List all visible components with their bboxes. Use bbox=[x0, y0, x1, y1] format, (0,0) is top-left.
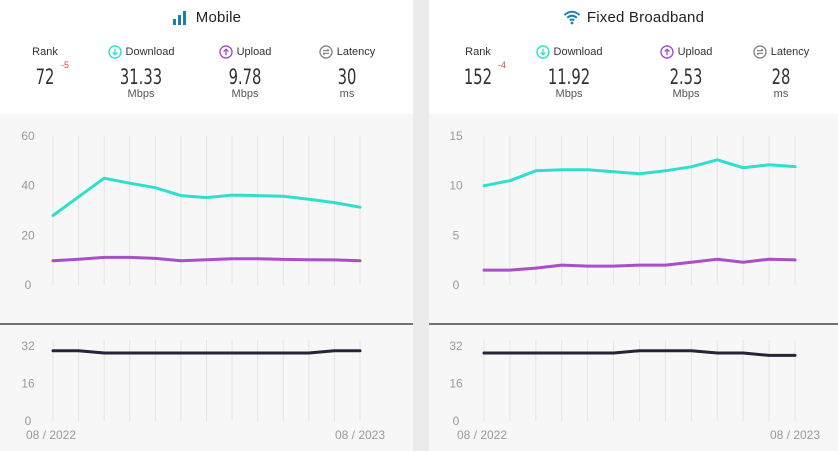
mobile-download-unit: Mbps bbox=[127, 88, 155, 100]
y-tick-label: 0 bbox=[25, 278, 32, 292]
rank-label: Rank bbox=[465, 46, 491, 58]
mobile-rank-change: -5 bbox=[61, 60, 70, 70]
latency-y-tick-label: 0 bbox=[25, 414, 32, 428]
y-tick-label: 15 bbox=[449, 129, 463, 143]
latency-y-tick-label: 32 bbox=[449, 339, 463, 353]
y-tick-label: 5 bbox=[453, 228, 460, 242]
fixed-latency-unit: ms bbox=[773, 88, 789, 100]
mobile-download-stat: Download 31.33 Mbps bbox=[96, 44, 186, 100]
mobile-rank-stat: Rank 72 bbox=[0, 44, 90, 90]
x-start-label: 08 / 2022 bbox=[457, 428, 507, 442]
fixed-broadband-panel: Fixed Broadband Rank 152 -4 Download 11.… bbox=[429, 0, 838, 451]
latency-y-tick-label: 16 bbox=[21, 377, 35, 391]
latency-series-line bbox=[51, 349, 362, 355]
latency-label: Latency bbox=[336, 46, 376, 58]
fixed-broadband-chart: 0 5 10 15 0 16 32 08 / 2022 08 / 2023 bbox=[429, 129, 838, 442]
mobile-title-row: Mobile bbox=[0, 6, 413, 28]
download-label: Download bbox=[553, 46, 603, 58]
fixed-upload-unit: Mbps bbox=[672, 88, 700, 100]
y-tick-label: 10 bbox=[449, 179, 463, 193]
upload-label: Upload bbox=[677, 46, 713, 58]
mobile-latency-value: 30 bbox=[337, 65, 357, 89]
y-tick-label: 0 bbox=[453, 278, 460, 292]
fixed-download-stat: Download 11.92 Mbps bbox=[524, 44, 614, 100]
fixed-chart-area: 0 5 10 15 0 16 32 08 / 2022 08 / 2023 bbox=[429, 114, 838, 451]
fixed-upload-value: 2.53 bbox=[669, 65, 703, 89]
mobile-title: Mobile bbox=[195, 8, 242, 26]
download-series-line bbox=[51, 176, 362, 217]
fixed-upload-stat: Upload 2.53 Mbps bbox=[641, 44, 731, 100]
download-series-line bbox=[482, 158, 797, 188]
latency-arrows-icon bbox=[753, 45, 767, 59]
upload-label: Upload bbox=[236, 46, 272, 58]
x-start-label: 08 / 2022 bbox=[26, 428, 76, 442]
signal-bars-icon bbox=[172, 9, 190, 25]
upload-series-line bbox=[482, 257, 797, 272]
fixed-summary-header: Fixed Broadband Rank 152 -4 Download 11.… bbox=[429, 0, 838, 114]
mobile-summary-header: Mobile Rank 72 -5 Download 31.33 Mbps Up… bbox=[0, 0, 413, 114]
fixed-rank-change: -4 bbox=[498, 60, 507, 70]
download-label: Download bbox=[125, 46, 175, 58]
upload-arrow-icon bbox=[218, 45, 233, 59]
fixed-rank-value: 152 bbox=[463, 65, 493, 89]
fixed-latency-value: 28 bbox=[771, 65, 791, 89]
latency-y-tick-label: 0 bbox=[453, 414, 460, 428]
x-end-label: 08 / 2023 bbox=[770, 428, 820, 442]
upload-arrow-icon bbox=[659, 45, 674, 59]
mobile-chart: 0 20 40 60 0 16 32 08 / 2022 08 / 2023 bbox=[0, 129, 413, 442]
mobile-upload-stat: Upload 9.78 Mbps bbox=[200, 44, 290, 100]
mobile-download-value: 31.33 bbox=[119, 65, 163, 89]
upload-series-line bbox=[51, 255, 362, 263]
latency-y-tick-label: 16 bbox=[449, 377, 463, 391]
fixed-download-unit: Mbps bbox=[555, 88, 583, 100]
latency-arrows-icon bbox=[319, 45, 333, 59]
mobile-latency-unit: ms bbox=[339, 88, 355, 100]
fixed-title-row: Fixed Broadband bbox=[429, 6, 838, 28]
x-end-label: 08 / 2023 bbox=[335, 428, 385, 442]
mobile-upload-value: 9.78 bbox=[228, 65, 262, 89]
y-tick-label: 40 bbox=[21, 179, 35, 193]
latency-y-tick-label: 32 bbox=[21, 339, 35, 353]
latency-series-line bbox=[482, 349, 797, 357]
fixed-rank-stat: Rank 152 bbox=[433, 44, 523, 90]
fixed-latency-stat: Latency 28 ms bbox=[736, 44, 826, 100]
mobile-chart-area: 0 20 40 60 0 16 32 08 / 2022 08 / 2023 bbox=[0, 114, 413, 451]
wifi-icon bbox=[563, 9, 581, 25]
fixed-title: Fixed Broadband bbox=[586, 8, 705, 26]
mobile-upload-unit: Mbps bbox=[231, 88, 259, 100]
download-arrow-icon bbox=[535, 45, 550, 59]
latency-label: Latency bbox=[770, 46, 810, 58]
mobile-latency-stat: Latency 30 ms bbox=[302, 44, 392, 100]
mobile-rank-value: 72 bbox=[35, 65, 55, 89]
download-arrow-icon bbox=[107, 45, 122, 59]
mobile-panel: Mobile Rank 72 -5 Download 31.33 Mbps Up… bbox=[0, 0, 413, 451]
rank-label: Rank bbox=[32, 46, 58, 58]
y-tick-label: 20 bbox=[21, 228, 35, 242]
y-tick-label: 60 bbox=[21, 129, 35, 143]
fixed-download-value: 11.92 bbox=[547, 65, 591, 89]
